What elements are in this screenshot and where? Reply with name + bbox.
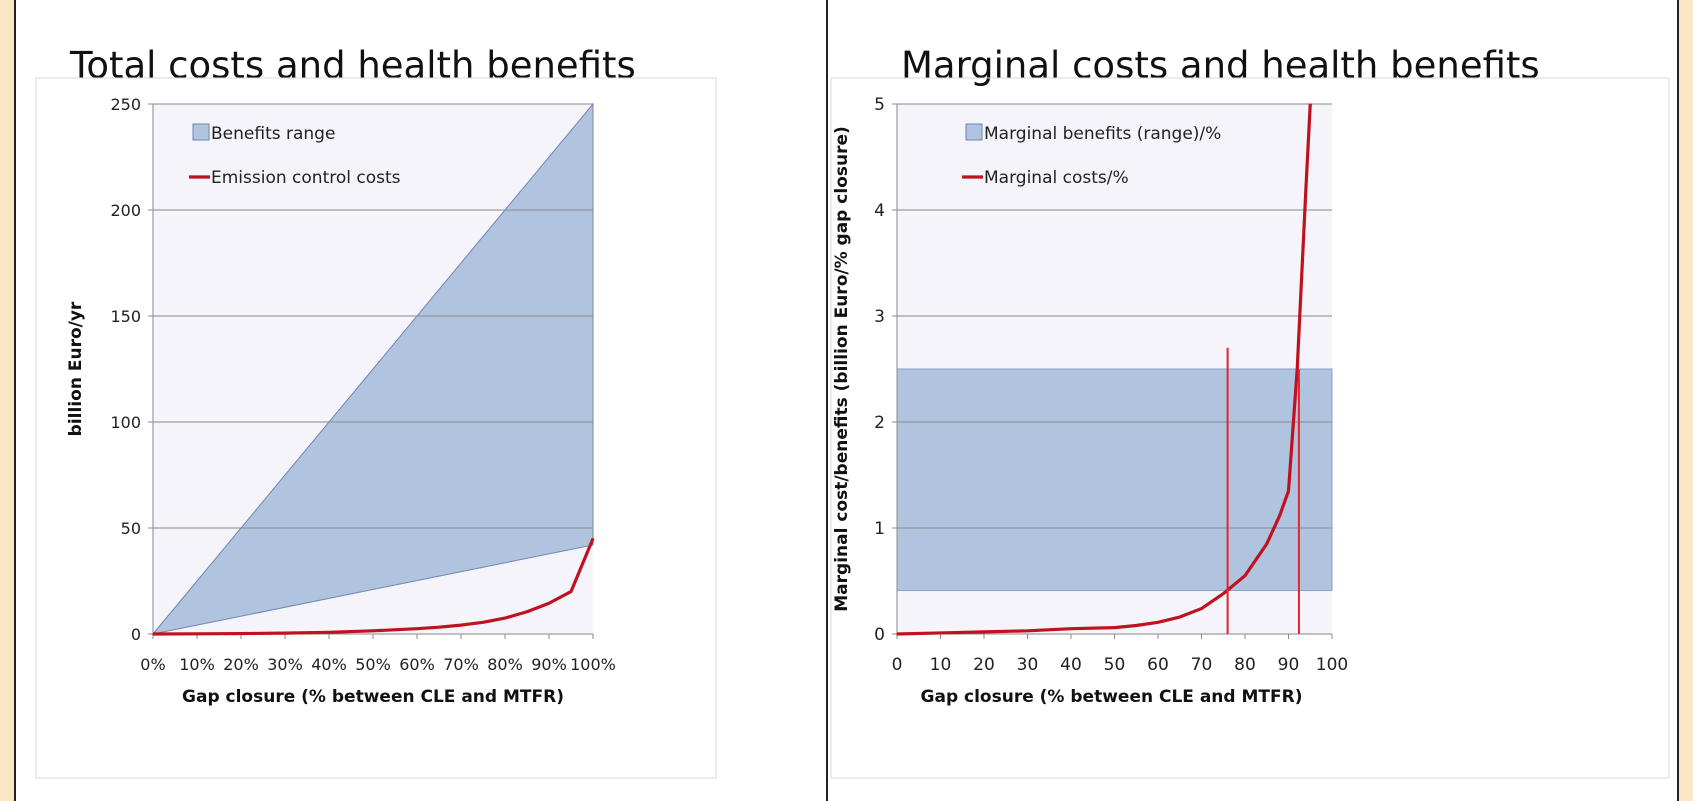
y-tick-label: 2 (874, 413, 885, 433)
chart-area-border (830, 77, 1670, 779)
x-tick-label: 60 (1147, 655, 1169, 675)
chart-area-border (35, 77, 717, 779)
legend-label: Benefits range (211, 124, 335, 144)
legend-label: Marginal costs/% (984, 168, 1129, 188)
x-axis-title: Gap closure (% between CLE and MTFR) (182, 687, 564, 707)
series-1-point (504, 617, 506, 619)
series-1-point (1265, 543, 1268, 545)
legend-label: Marginal benefits (range)/% (984, 124, 1221, 144)
x-tick-label: 70 (1191, 655, 1213, 675)
total-costs-chart: 0 50 100 150 200 250 0% 10% 20% 30% 40% 50% 60% 70% 80… (35, 77, 717, 779)
panel-divider (826, 0, 828, 801)
chart-title: Total costs and health benefits (70, 44, 636, 87)
marginal-costs-panel: Marginal costs and health benefits 0 1 2 3 4… (828, 0, 1678, 801)
series-0-band (896, 368, 1333, 592)
x-tick-label: 70% (443, 655, 479, 674)
x-tick-label: 60% (399, 655, 435, 674)
series-1-point (1113, 626, 1116, 629)
series-1-point (1309, 103, 1312, 105)
series-1-point (1178, 616, 1181, 618)
y-tick-label: 1 (874, 519, 885, 539)
series-1-point (482, 621, 484, 624)
series-1-point (1135, 624, 1138, 627)
series-1-point (152, 633, 154, 635)
series-1-point (1305, 188, 1307, 190)
series-1-point (1244, 574, 1246, 577)
series-1-point (438, 626, 440, 629)
series-1-point (372, 630, 374, 632)
series-0-area (151, 102, 594, 635)
y-axis-title: Marginal cost/benefits (billion Euro/% g… (832, 126, 852, 612)
series-1-point (1296, 368, 1298, 370)
series-1-point (196, 632, 198, 635)
x-axis-title: Gap closure (% between CLE and MTFR) (921, 687, 1303, 707)
y-tick-label: 0 (874, 625, 885, 645)
x-tick-label: 90 (1278, 655, 1300, 675)
x-tick-label: 50 (1104, 655, 1126, 675)
series-1-point (896, 633, 898, 635)
series-1-point (328, 631, 330, 634)
y-tick-label: 3 (874, 307, 885, 327)
series-1-point (240, 632, 242, 635)
x-tick-label: 100% (570, 655, 616, 674)
series-1-point (1287, 490, 1290, 492)
series-1-point (1070, 627, 1072, 630)
series-1-point (526, 610, 528, 613)
x-tick-label: 80% (487, 655, 523, 674)
legend-swatch-area (192, 123, 210, 141)
x-tick-label: 80 (1234, 655, 1256, 675)
x-tick-label: 0% (140, 655, 165, 674)
y-axis-title: billion Euro/yr (66, 301, 86, 436)
series-1-point (939, 632, 942, 634)
y-tick-label: 0 (131, 625, 141, 644)
x-tick-label: 20 (973, 655, 995, 675)
series-1-point (1026, 630, 1029, 632)
series-1-line (896, 103, 1312, 636)
series-1-point (570, 590, 572, 593)
y-tick-label: 5 (874, 95, 885, 115)
x-tick-label: 50% (355, 655, 391, 674)
x-tick-label: 40 (1060, 655, 1082, 675)
y-tick-label: 4 (874, 201, 885, 221)
chart-title: Marginal costs and health benefits (901, 44, 1540, 87)
series-1-point (548, 602, 550, 605)
y-tick-label: 250 (110, 95, 141, 114)
x-tick-label: 30% (267, 655, 303, 674)
x-tick-label: 40% (311, 655, 347, 674)
series-1-point (1200, 607, 1203, 610)
x-tick-label: 100 (1316, 655, 1348, 675)
y-tick-label: 100 (110, 413, 141, 432)
y-tick-label: 200 (110, 201, 141, 220)
x-tick-label: 10 (930, 655, 952, 675)
x-tick-label: 90% (531, 655, 567, 674)
legend-label: Emission control costs (211, 168, 401, 188)
x-tick-label: 10% (179, 655, 215, 674)
legend-swatch-area (965, 123, 983, 141)
x-tick-label: 0 (892, 655, 903, 675)
total-costs-panel: Total costs and health benefits 0 50 100 15… (16, 0, 826, 801)
series-1-point (416, 627, 418, 630)
series-1-point (1222, 592, 1225, 595)
x-tick-label: 30 (1017, 655, 1039, 675)
y-tick-label: 50 (121, 519, 141, 538)
x-tick-label: 20% (223, 655, 259, 674)
series-1-point (592, 537, 594, 540)
y-tick-label: 150 (110, 307, 141, 326)
series-1-point (284, 632, 286, 634)
series-1-point (1157, 621, 1159, 624)
series-1-point (1279, 514, 1281, 517)
series-1-point (983, 631, 985, 633)
series-1-point (460, 624, 462, 626)
